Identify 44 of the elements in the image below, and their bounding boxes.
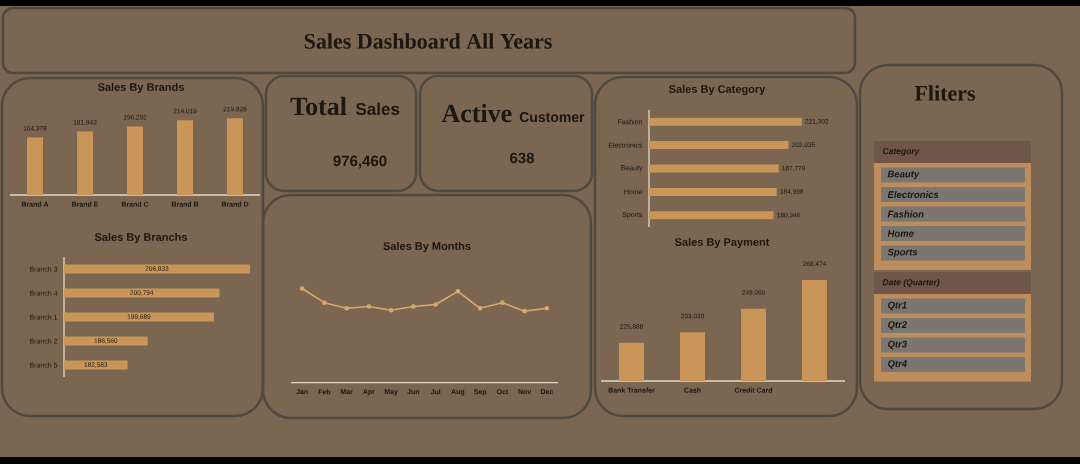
bar xyxy=(649,117,802,126)
bar xyxy=(227,118,243,195)
text: Qtr1 xyxy=(888,301,907,311)
chart-title: Sales By Payment xyxy=(674,237,770,249)
text: Qtr2 xyxy=(888,321,907,330)
text: Sales Dashboard All Years xyxy=(304,33,552,49)
chart-title: Sales By Months xyxy=(383,241,471,253)
bar xyxy=(649,211,774,220)
text: Home xyxy=(887,230,914,237)
text: Total Sales xyxy=(290,96,400,116)
point xyxy=(411,304,416,309)
point xyxy=(477,306,483,311)
text: Beauty xyxy=(887,170,920,180)
text: Electronics xyxy=(887,191,939,198)
bar xyxy=(649,141,789,150)
chart-title: Sales By Brands xyxy=(97,82,184,94)
text: Category xyxy=(882,148,920,156)
text: Date (Quarter) xyxy=(882,279,940,287)
bar xyxy=(77,131,93,195)
text: Qtr3 xyxy=(888,340,907,350)
text: Active Customer xyxy=(441,103,585,123)
text: Fashion xyxy=(887,210,924,218)
text: 638 xyxy=(510,152,535,164)
point xyxy=(544,306,550,311)
bar xyxy=(127,126,143,195)
text: Fliters xyxy=(914,85,976,101)
point xyxy=(299,286,305,291)
point xyxy=(522,308,527,314)
chart-title: Sales By Category xyxy=(669,84,766,96)
point xyxy=(344,306,349,311)
point xyxy=(322,300,327,305)
bar xyxy=(649,187,777,196)
chart-title: Sales By Branchs xyxy=(94,232,187,244)
point xyxy=(388,307,394,313)
text: 976,460 xyxy=(333,155,387,169)
point xyxy=(500,300,505,305)
text: Sports xyxy=(887,248,918,258)
bar xyxy=(649,164,779,173)
point xyxy=(433,302,438,307)
point xyxy=(455,289,461,294)
point xyxy=(366,304,372,309)
bar xyxy=(27,137,43,195)
bar xyxy=(177,120,193,195)
text: Qtr4 xyxy=(888,360,907,369)
